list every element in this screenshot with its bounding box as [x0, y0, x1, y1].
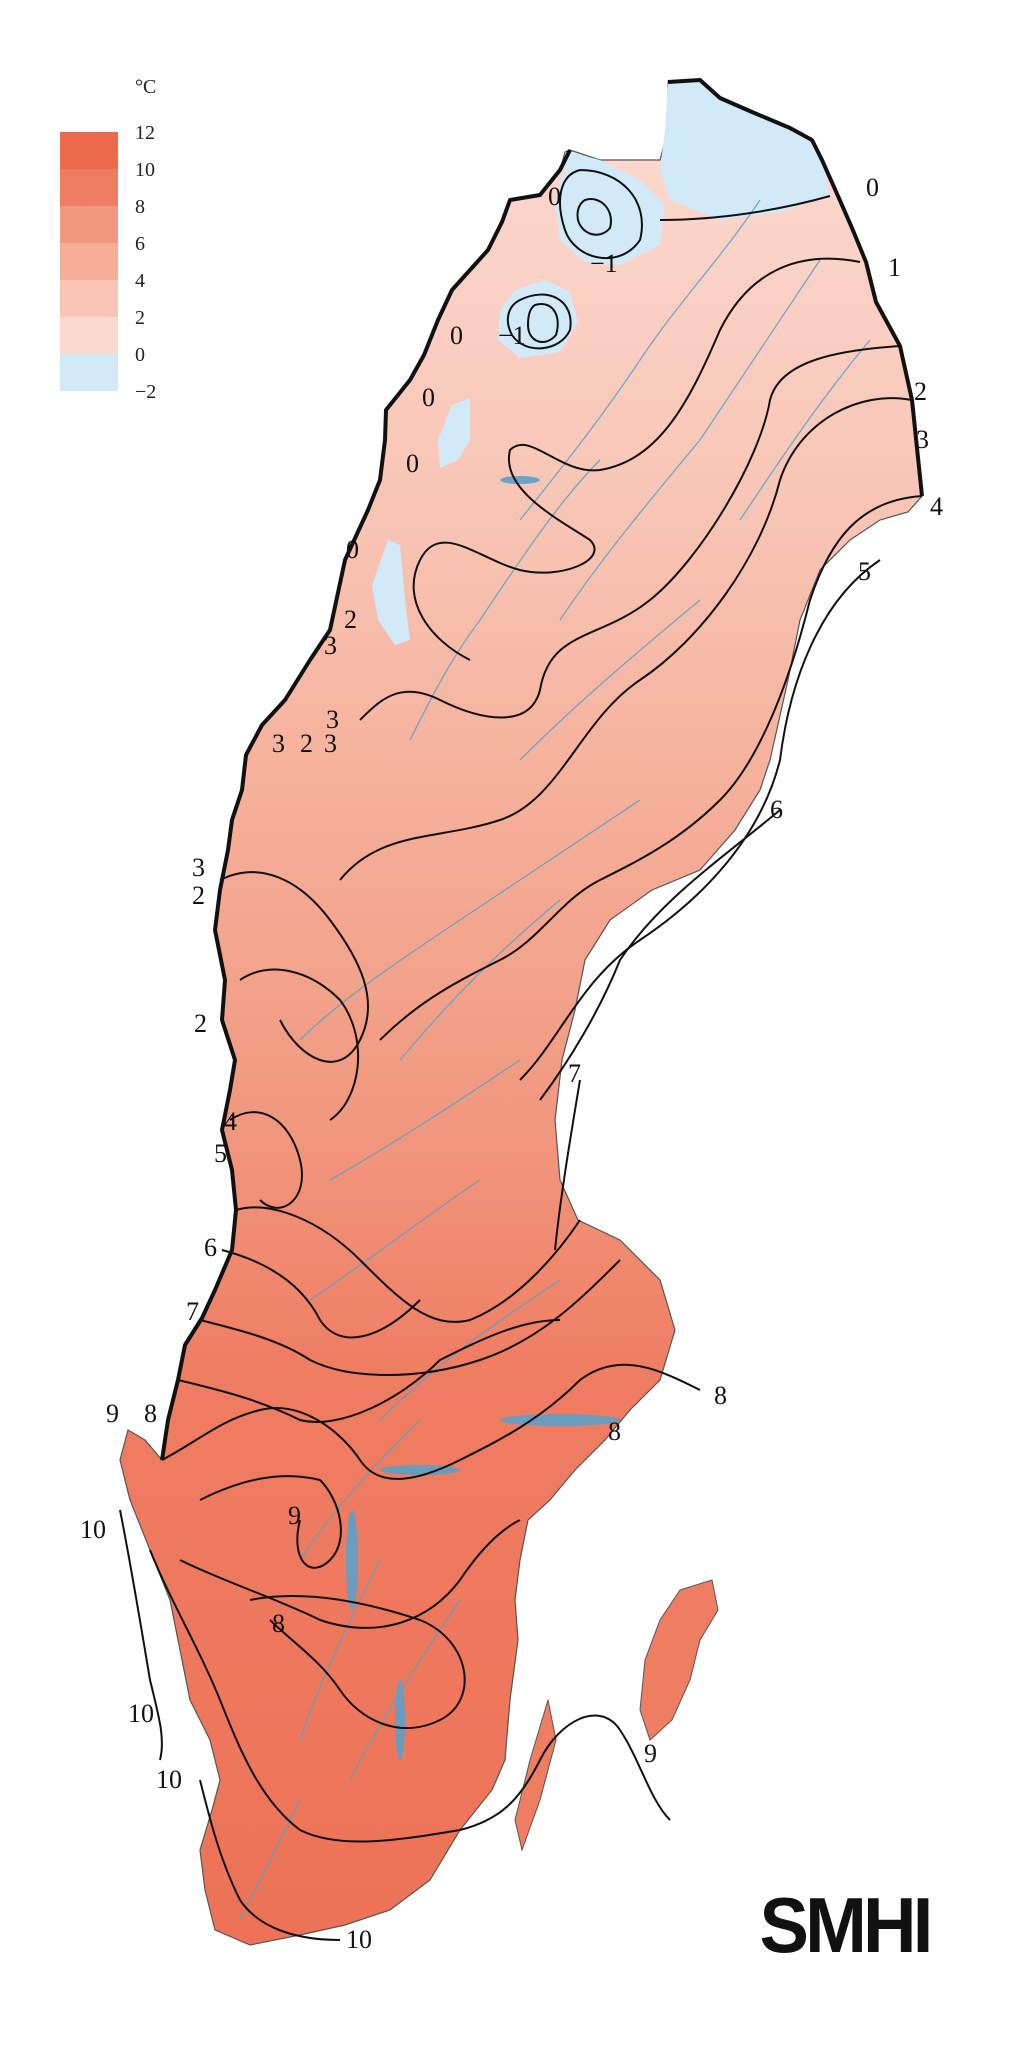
legend-label-6: 6: [135, 233, 145, 255]
isotherm-label: 7: [186, 1297, 199, 1326]
isotherm-label: 10: [80, 1515, 106, 1544]
temperature-legend: °C 12 10 8 6 4 2 0 −2: [60, 72, 220, 412]
isotherm-label: 3: [324, 631, 337, 660]
isotherm-label: 3: [324, 729, 337, 758]
cold-area-1: [555, 152, 665, 265]
legend-label-10: 10: [135, 159, 155, 181]
isotherm-label: 10: [156, 1765, 182, 1794]
land-area: [119, 79, 923, 1946]
isotherm-label: 8: [714, 1381, 727, 1410]
isotherm-lines: [119, 168, 923, 1941]
legend-label-2: 2: [135, 307, 145, 329]
legend-swatch-0: [60, 354, 118, 391]
legend-swatch-8: [60, 206, 118, 243]
isotherm-label: 6: [204, 1233, 217, 1262]
isotherm-label: 3: [916, 425, 929, 454]
isotherm-label: 2: [344, 605, 357, 634]
legend-label-8: 8: [135, 196, 145, 218]
isotherm-label: 2: [192, 881, 205, 910]
isotherm-label: 7: [568, 1059, 581, 1088]
rivers: [239, 199, 871, 1921]
isotherm-label: 4: [930, 492, 943, 521]
isotherm-label: 0: [422, 383, 435, 412]
isotherm-label: 2: [914, 377, 927, 406]
isotherm-label: 9: [644, 1739, 657, 1768]
isotherm-label: 3: [192, 853, 205, 882]
isotherm-label: 10: [128, 1699, 154, 1728]
isotherm-label: 2: [300, 729, 313, 758]
smhi-logo: SMHI: [759, 1881, 933, 1969]
isotherm-label: 4: [224, 1107, 237, 1136]
isotherm-label: 0: [346, 535, 359, 564]
isotherm-label: 9: [288, 1501, 301, 1530]
isotherm-label: 8: [144, 1399, 157, 1428]
isotherm-label: −1: [590, 249, 618, 278]
national-border: [160, 78, 924, 1461]
legend-label-minus2: −2: [135, 381, 157, 403]
isotherm-label: 0: [866, 173, 879, 202]
legend-swatch-4: [60, 280, 118, 317]
isotherm-label: 0: [406, 449, 419, 478]
isotherm-label: 5: [858, 557, 871, 586]
lakes: [346, 476, 620, 1760]
legend-swatch-2: [60, 317, 118, 354]
legend-label-12: 12: [135, 122, 155, 144]
legend-label-4: 4: [135, 270, 145, 292]
legend-swatch-10: [60, 169, 118, 206]
isotherm-label: 2: [194, 1009, 207, 1038]
cold-area-north: [660, 80, 830, 220]
cold-area-3: [438, 398, 470, 468]
isotherm-label: 5: [214, 1139, 227, 1168]
isotherm-label: −1: [498, 321, 526, 350]
legend-unit: °C: [135, 76, 157, 98]
legend-label-0: 0: [135, 344, 145, 366]
isotherm-label: 9: [106, 1399, 119, 1428]
legend-swatch-12: [60, 132, 118, 169]
island-oland: [514, 1699, 557, 1852]
isotherm-label: 1: [888, 253, 901, 282]
isotherm-label: 8: [272, 1609, 285, 1638]
isotherm-label: 8: [608, 1417, 621, 1446]
isotherm-label: 0: [548, 182, 561, 211]
isotherm-label: 0: [450, 321, 463, 350]
island-gotland: [639, 1579, 719, 1741]
legend-swatch-6: [60, 243, 118, 280]
isotherm-labels: 0 −1 −1 0 1 0 0 2 3 0 4 5 0 2 3 3 3 2 3 …: [80, 173, 943, 1954]
isotherm-label: 10: [346, 1925, 372, 1954]
isotherm-label: 3: [272, 729, 285, 758]
cold-area-4: [372, 540, 410, 645]
isotherm-label: 6: [770, 795, 783, 824]
isotherm-label: 3: [326, 705, 339, 734]
